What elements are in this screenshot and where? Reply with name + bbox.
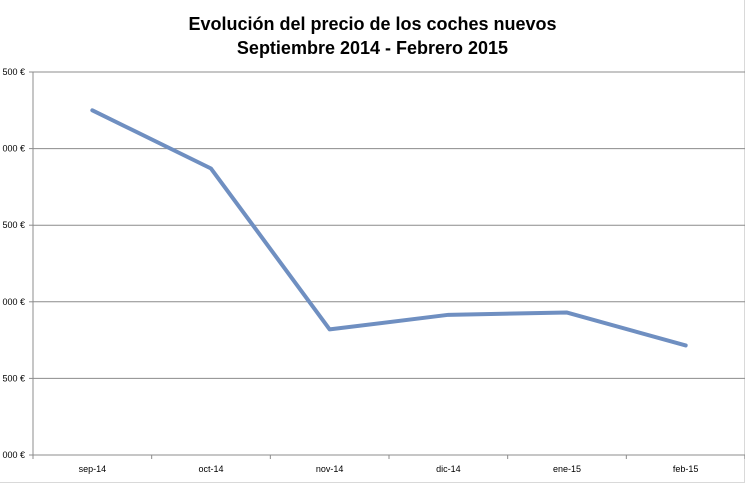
- series-line-0: [90, 108, 688, 348]
- x-tick-label: dic-14: [436, 464, 461, 474]
- chart-title-line-2: Septiembre 2014 - Febrero 2015: [236, 38, 509, 58]
- x-tick-label: ene-15: [553, 464, 581, 474]
- x-tick-label: oct-14: [198, 464, 223, 474]
- y-tick-label: 000 €: [2, 450, 25, 460]
- x-tick-label: sep-14: [79, 464, 107, 474]
- y-tick-label: 000 €: [2, 297, 25, 307]
- y-tick-label: 500 €: [2, 220, 25, 230]
- x-tick-label: feb-15: [673, 464, 699, 474]
- chart-title: Evolución del precio de los coches nuevo…: [0, 12, 745, 60]
- y-tick-label: 000 €: [2, 144, 25, 154]
- y-tick-label: 500 €: [2, 67, 25, 77]
- chart-title-line-1: Evolución del precio de los coches nuevo…: [188, 14, 557, 34]
- x-tick-label: nov-14: [316, 464, 344, 474]
- y-tick-label: 500 €: [2, 373, 25, 383]
